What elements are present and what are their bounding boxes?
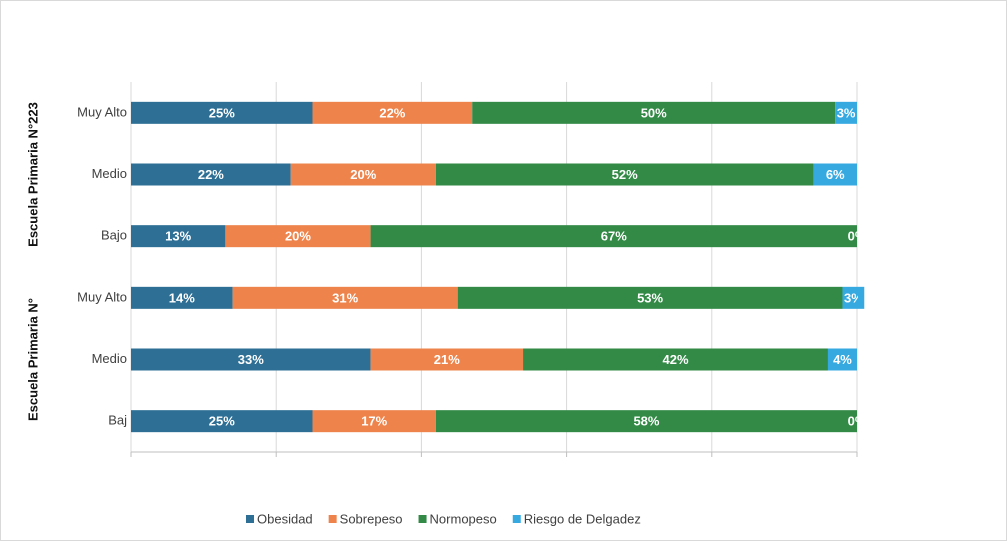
legend-label: Normopeso <box>430 511 497 526</box>
bar-segment <box>131 286 233 309</box>
legend-swatch <box>418 515 427 523</box>
bar-segment <box>835 101 857 124</box>
y-tick-label: Medio <box>92 166 127 181</box>
bar-segment <box>131 101 313 124</box>
data-label: 25% <box>209 414 235 429</box>
legend-swatch <box>512 515 521 523</box>
bar-segment <box>225 225 371 248</box>
legend-label: Riesgo de Delgadez <box>524 511 641 526</box>
data-label: 25% <box>209 105 235 120</box>
bar-segment <box>131 163 291 186</box>
bar-segment <box>312 101 473 124</box>
data-label: 3% <box>844 290 863 305</box>
bar-segment <box>131 225 226 248</box>
data-label: 21% <box>434 352 460 367</box>
data-label: 6% <box>826 167 845 182</box>
bar-segment <box>842 286 865 309</box>
bar-segment <box>312 410 436 433</box>
data-label: 52% <box>612 167 638 182</box>
data-label: 0% <box>848 414 867 429</box>
bar-segment <box>232 286 458 309</box>
data-label: 50% <box>641 105 667 120</box>
data-label: 31% <box>332 290 358 305</box>
y-tick-label: Baj <box>108 413 127 428</box>
legend-label: Obesidad <box>257 511 313 526</box>
bar-segment <box>827 348 857 371</box>
data-label: 3% <box>837 105 856 120</box>
data-label: 53% <box>637 290 663 305</box>
legend-swatch <box>246 515 254 523</box>
bar-segment <box>370 225 857 248</box>
bar-segment <box>370 348 524 371</box>
data-label: 20% <box>350 167 376 182</box>
y-tick-label: Muy Alto <box>77 289 127 304</box>
bar-segment <box>290 163 436 186</box>
bar-labels: 25% 22% 50% 3% 22% 20% 52% 6% 13% 20% 67% 0% 14% 31% 5… <box>165 105 867 429</box>
y-tick-label: Muy Alto <box>77 104 127 119</box>
data-label: 13% <box>165 229 191 244</box>
data-label: 4% <box>833 352 852 367</box>
y-tick-label: Medio <box>92 351 127 366</box>
data-label: 58% <box>633 414 659 429</box>
bar-segment <box>813 163 857 186</box>
bar-segment <box>131 410 313 433</box>
bar-segment <box>435 163 814 186</box>
data-label: 0% <box>848 229 867 244</box>
bar-segment <box>457 286 843 309</box>
data-label: 17% <box>361 414 387 429</box>
y-tick-label: Bajo <box>101 228 127 243</box>
data-label: 22% <box>379 105 405 120</box>
data-label: 67% <box>601 229 627 244</box>
legend-swatch <box>328 515 337 523</box>
legend-label: Sobrepeso <box>340 511 403 526</box>
group-label: Escuela Primaria N°223 <box>25 102 40 247</box>
data-label: 22% <box>198 167 224 182</box>
data-label: 20% <box>285 229 311 244</box>
data-label: 33% <box>238 352 264 367</box>
group-label: Escuela Primaria N° <box>25 298 40 421</box>
bar-segment <box>435 410 857 433</box>
data-label: 14% <box>169 290 195 305</box>
bar-segment <box>131 348 371 371</box>
bar-segment <box>523 348 828 371</box>
data-label: 42% <box>662 352 688 367</box>
bar-segment <box>472 101 836 124</box>
